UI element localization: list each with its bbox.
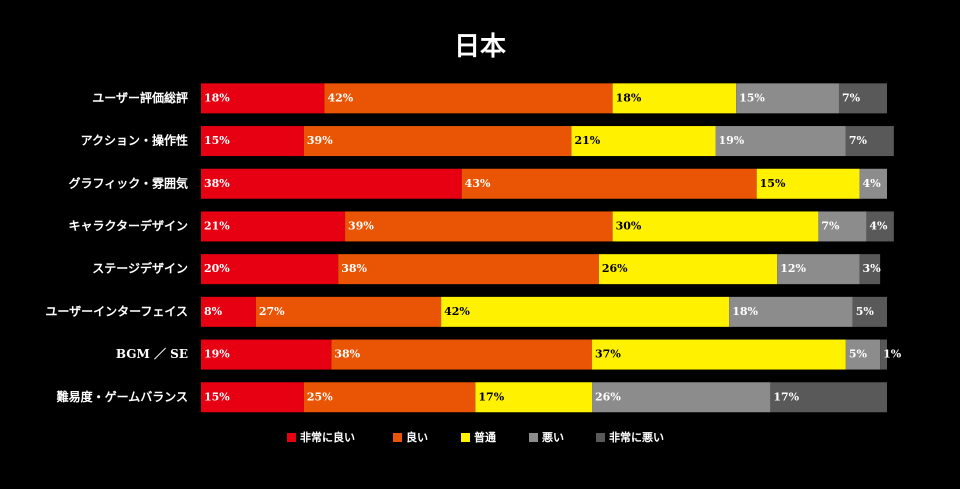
legend-swatch bbox=[461, 433, 470, 442]
bar-segment bbox=[201, 126, 304, 157]
category-label: キャラクターデザイン bbox=[68, 218, 188, 233]
value-label: 8% bbox=[204, 305, 223, 318]
value-label: 43% bbox=[465, 177, 491, 190]
value-label: 7% bbox=[821, 219, 840, 232]
value-label: 38% bbox=[341, 262, 367, 275]
bar-segment bbox=[201, 339, 332, 370]
value-label: 4% bbox=[863, 177, 882, 190]
legend-swatch bbox=[529, 433, 538, 442]
category-label: 難易度・ゲームバランス bbox=[57, 389, 188, 404]
value-label: 27% bbox=[259, 305, 285, 318]
bar-segment bbox=[845, 126, 894, 157]
value-label: 12% bbox=[780, 262, 806, 275]
bar-segment bbox=[598, 254, 778, 285]
bar-segment bbox=[475, 382, 593, 413]
legend-swatch bbox=[393, 433, 402, 442]
bar-segment bbox=[852, 296, 887, 327]
bar-segment bbox=[338, 254, 599, 285]
value-label: 18% bbox=[732, 305, 758, 318]
value-label: 39% bbox=[348, 219, 374, 232]
value-label: 19% bbox=[204, 348, 230, 361]
value-label: 5% bbox=[856, 305, 875, 318]
legend-swatch bbox=[287, 433, 296, 442]
legend-label: 良い bbox=[406, 430, 428, 444]
bar-segment bbox=[880, 339, 887, 370]
category-label: ユーザー評価総評 bbox=[92, 90, 188, 105]
value-label: 26% bbox=[595, 390, 621, 403]
value-label: 21% bbox=[574, 134, 600, 147]
value-label: 19% bbox=[719, 134, 745, 147]
bar-segment bbox=[303, 126, 572, 157]
legend-swatch bbox=[596, 433, 605, 442]
bar-segment bbox=[345, 211, 613, 242]
value-label: 3% bbox=[863, 262, 882, 275]
bar-segment bbox=[201, 83, 325, 114]
bar-segment bbox=[461, 168, 757, 199]
value-label: 15% bbox=[204, 390, 230, 403]
bar-segment bbox=[612, 83, 737, 114]
value-label: 15% bbox=[760, 177, 786, 190]
bar-segment bbox=[324, 83, 613, 114]
bar-segment bbox=[201, 254, 339, 285]
bar-segment bbox=[201, 211, 346, 242]
bar-segment bbox=[756, 168, 860, 199]
value-label: 30% bbox=[616, 219, 642, 232]
bar-segment bbox=[571, 126, 716, 157]
value-label: 1% bbox=[883, 348, 902, 361]
bar-segment bbox=[866, 211, 894, 242]
bar-segment bbox=[859, 254, 881, 285]
bar-segment bbox=[303, 382, 476, 413]
legend-label: 非常に良い bbox=[300, 430, 355, 444]
value-label: 26% bbox=[602, 262, 628, 275]
bar-segment bbox=[592, 382, 771, 413]
bar-segment bbox=[859, 168, 887, 199]
category-label: グラフィック・雰囲気 bbox=[68, 175, 188, 190]
value-label: 7% bbox=[842, 91, 861, 104]
value-label: 21% bbox=[204, 219, 230, 232]
value-label: 17% bbox=[478, 390, 504, 403]
value-label: 42% bbox=[444, 305, 470, 318]
legend-label: 非常に悪い bbox=[609, 430, 664, 444]
bar-segment bbox=[331, 339, 593, 370]
bar-segment bbox=[441, 296, 730, 327]
bar-segment bbox=[715, 126, 846, 157]
bar-segment bbox=[612, 211, 819, 242]
value-label: 17% bbox=[773, 390, 799, 403]
value-label: 15% bbox=[739, 91, 765, 104]
value-label: 4% bbox=[869, 219, 888, 232]
bar-segment bbox=[201, 168, 462, 199]
value-label: 37% bbox=[595, 348, 621, 361]
category-label: BGM ／ SE bbox=[116, 346, 188, 361]
bar-segment bbox=[255, 296, 442, 327]
bar-segment bbox=[736, 83, 839, 114]
value-label: 39% bbox=[307, 134, 333, 147]
legend-label: 悪い bbox=[542, 431, 564, 444]
value-label: 38% bbox=[204, 177, 230, 190]
bar-segment bbox=[729, 296, 853, 327]
category-label: ステージデザイン bbox=[92, 261, 188, 276]
bar-segment bbox=[770, 382, 887, 413]
category-label: ユーザーインターフェイス bbox=[45, 304, 188, 318]
category-label: アクション・操作性 bbox=[81, 133, 188, 148]
chart-title: 日本 bbox=[454, 32, 506, 62]
bar-segment bbox=[592, 339, 846, 370]
value-label: 5% bbox=[849, 348, 868, 361]
value-label: 38% bbox=[334, 348, 360, 361]
bar-segment bbox=[201, 382, 304, 413]
bar-segment bbox=[818, 211, 867, 242]
value-label: 7% bbox=[849, 134, 868, 147]
bar-segment bbox=[838, 83, 887, 114]
value-label: 20% bbox=[204, 262, 230, 275]
bar-segment bbox=[845, 339, 881, 370]
bar-segment bbox=[201, 296, 256, 327]
value-label: 18% bbox=[616, 91, 642, 104]
value-label: 18% bbox=[204, 91, 230, 104]
value-label: 25% bbox=[307, 390, 333, 403]
legend-label: 普通 bbox=[474, 430, 496, 444]
bar-segment bbox=[777, 254, 860, 285]
value-label: 15% bbox=[204, 134, 230, 147]
value-label: 42% bbox=[327, 91, 353, 104]
